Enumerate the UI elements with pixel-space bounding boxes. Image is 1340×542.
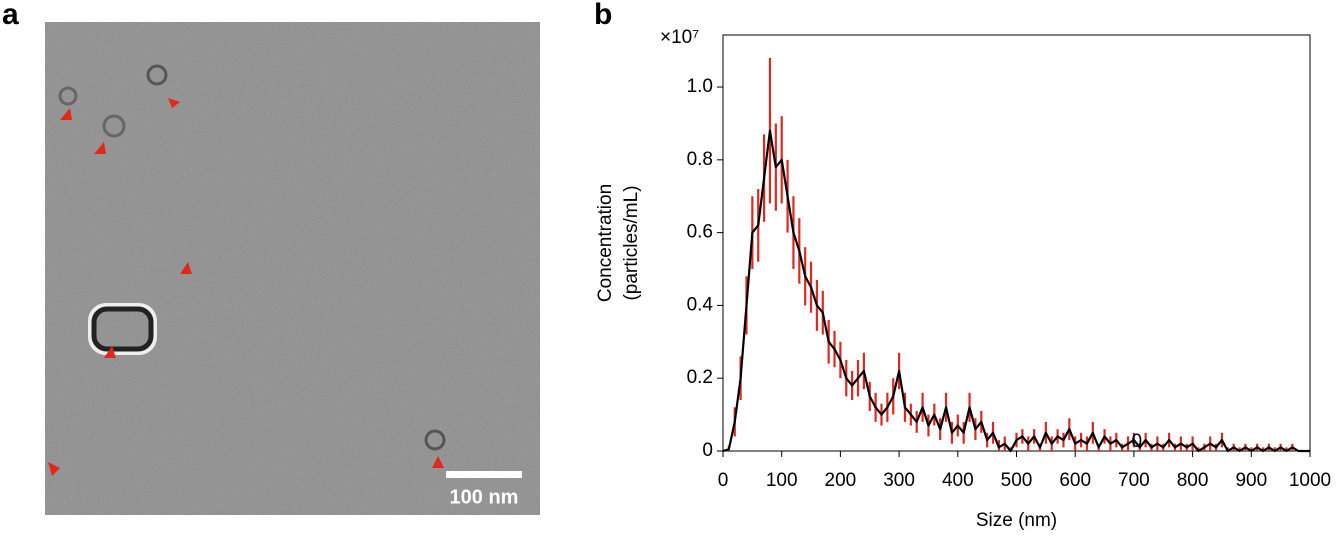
- x-tick-label: 400: [942, 470, 974, 491]
- x-tick-label: 100: [766, 470, 798, 491]
- x-tick-label: 0: [718, 470, 729, 491]
- y-tick-label: 0: [702, 440, 713, 461]
- y-tick-label: 0.4: [687, 294, 714, 315]
- plot-frame: [722, 34, 1311, 452]
- panel-label: a: [2, 0, 19, 31]
- y-axis-label: Concentration: [595, 184, 616, 302]
- y-tick-label: 1.0: [687, 76, 713, 97]
- y-tick-label: 0.6: [687, 222, 713, 243]
- x-axis-label: Size (nm): [976, 510, 1057, 531]
- micrograph: 100 nm: [45, 22, 540, 515]
- x-tick-label: 300: [883, 470, 915, 491]
- data-line: [722, 129, 1310, 453]
- annotation: 0: [1132, 431, 1143, 452]
- x-tick-label: 500: [1001, 470, 1033, 491]
- x-tick-label: 200: [825, 470, 857, 491]
- y-multiplier: ×10⁷: [660, 27, 699, 48]
- x-tick-label: 800: [1177, 470, 1209, 491]
- panel-label: b: [594, 0, 612, 31]
- y-axis-label: (particles/mL): [621, 185, 642, 300]
- scale-bar-label: 100 nm: [450, 486, 519, 508]
- x-tick-label: 1000: [1289, 470, 1331, 491]
- x-tick-label: 600: [1059, 470, 1091, 491]
- y-tick-label: 0.8: [687, 149, 713, 170]
- x-tick-label: 900: [1235, 470, 1267, 491]
- x-tick-label: 700: [1118, 470, 1150, 491]
- y-tick-label: 0.2: [687, 367, 713, 388]
